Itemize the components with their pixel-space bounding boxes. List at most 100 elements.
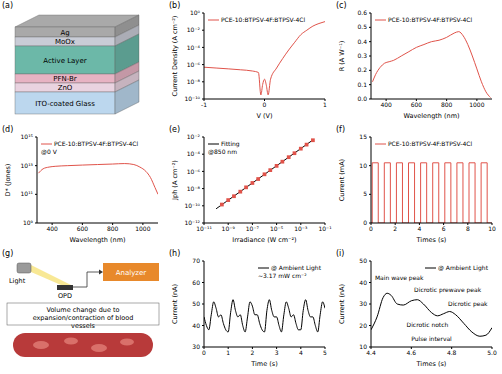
svg-text:10⁻⁸: 10⁻⁸ [187,78,201,85]
svg-text:10⁹: 10⁹ [23,219,34,226]
svg-text:Volume change due to: Volume change due to [46,306,119,314]
svg-text:vessels: vessels [71,322,95,330]
svg-text:10: 10 [488,225,496,232]
svg-text:10⁻¹¹: 10⁻¹¹ [196,225,212,232]
svg-text:10¹⁵: 10¹⁵ [21,133,34,140]
svg-text:Main wave peak: Main wave peak [375,274,424,282]
svg-text:10⁻⁴: 10⁻⁴ [187,44,201,51]
svg-text:15: 15 [359,133,367,140]
svg-text:10⁻⁴: 10⁻⁴ [187,150,201,157]
svg-text:2: 2 [393,225,397,232]
svg-text:10⁻⁹: 10⁻⁹ [222,225,236,232]
svg-text:Analyzer: Analyzer [116,269,147,277]
svg-text:50: 50 [192,300,200,307]
svg-text:10⁻⁶: 10⁻⁶ [187,168,201,175]
svg-text:5.0: 5.0 [487,349,497,356]
html-text:Current Density (A cm⁻²): Current Density (A cm⁻²) [171,15,179,97]
svg-text:0: 0 [202,349,206,356]
svg-text:4: 4 [299,349,303,356]
svg-text:1000: 1000 [135,225,150,232]
html-text:(i): (i) [336,249,345,258]
svg-text:10¹¹: 10¹¹ [21,190,34,197]
html-text:(b): (b) [169,1,181,10]
svg-text:5: 5 [363,190,367,197]
svg-text:30: 30 [192,343,200,350]
svg-text:10⁻⁵: 10⁻⁵ [270,225,284,232]
svg-text:-1: -1 [201,101,207,108]
svg-text:0.4: 0.4 [357,38,367,45]
svg-text:PFN-Br: PFN-Br [53,75,77,83]
svg-text:0: 0 [263,101,267,108]
svg-text:10⁻⁷: 10⁻⁷ [246,225,260,232]
svg-text:10: 10 [359,162,367,169]
svg-text:6: 6 [442,225,446,232]
svg-text:0.1: 0.1 [357,81,367,88]
svg-text:0: 0 [363,219,367,226]
svg-text:Pulse interval: Pulse interval [411,335,452,342]
svg-text:10⁰: 10⁰ [190,9,201,16]
svg-text:0.5: 0.5 [357,23,367,30]
svg-text:400: 400 [46,225,58,232]
svg-text:40: 40 [359,279,367,286]
svg-text:0.0: 0.0 [357,95,367,102]
svg-text:ZnO: ZnO [58,84,73,92]
svg-text:1000: 1000 [469,101,484,108]
svg-text:40: 40 [192,322,200,329]
svg-text:MoOx: MoOx [55,38,75,46]
svg-text:1: 1 [323,101,327,108]
html-text:Wavelength (nm): Wavelength (nm) [403,112,460,120]
svg-text:600: 600 [411,101,423,108]
svg-text:600: 600 [77,225,89,232]
svg-text:4.6: 4.6 [407,349,417,356]
html-text:(h): (h) [169,249,181,258]
svg-text:10⁻²: 10⁻² [187,133,201,140]
svg-text:0.6: 0.6 [357,9,367,16]
svg-text:50: 50 [359,257,367,264]
svg-text:Active Layer: Active Layer [43,57,87,65]
svg-text:1: 1 [226,349,230,356]
svg-text:5: 5 [323,349,327,356]
svg-text:Dicrotic peak: Dicrotic peak [448,300,488,308]
svg-text:10⁻¹²: 10⁻¹² [184,219,200,226]
html-text:(f): (f) [336,125,346,134]
svg-text:10¹³: 10¹³ [21,162,34,169]
svg-text:expansion/contraction of blood: expansion/contraction of blood [33,314,134,322]
svg-text:OPD: OPD [58,292,72,300]
html-text:(a): (a) [2,1,14,10]
svg-text:0: 0 [369,225,373,232]
svg-text:10⁻⁶: 10⁻⁶ [187,61,201,68]
svg-text:8: 8 [466,225,470,232]
svg-text:800: 800 [441,101,453,108]
svg-text:ITO-coated Glass: ITO-coated Glass [35,100,95,108]
svg-text:2: 2 [250,349,254,356]
svg-text:10⁻¹⁰: 10⁻¹⁰ [184,202,200,209]
svg-text:4.8: 4.8 [447,349,457,356]
svg-text:Dicrotic notch: Dicrotic notch [407,321,449,328]
svg-text:800: 800 [107,225,119,232]
html-text:R (A W⁻¹): R (A W⁻¹) [338,40,346,72]
svg-text:10⁻⁸: 10⁻⁸ [187,185,201,192]
svg-text:20: 20 [359,322,367,329]
svg-text:10⁻²: 10⁻² [187,26,201,33]
html-text:(g): (g) [2,249,14,258]
svg-text:Light: Light [9,277,26,285]
html-text:(c): (c) [336,1,347,10]
svg-text:3: 3 [275,349,279,356]
svg-text:10⁻¹: 10⁻¹ [318,225,332,232]
svg-text:60: 60 [192,279,200,286]
svg-text:10: 10 [359,343,367,350]
svg-text:30: 30 [359,300,367,307]
svg-text:0.3: 0.3 [357,52,367,59]
svg-text:Dicrotic prewave peak: Dicrotic prewave peak [414,286,482,294]
svg-text:4.4: 4.4 [366,349,376,356]
svg-text:Ag: Ag [60,29,69,37]
svg-text:70: 70 [192,257,200,264]
svg-text:10⁻¹⁰: 10⁻¹⁰ [184,95,200,102]
html-text:V (V): V (V) [256,112,273,120]
svg-text:10⁻³: 10⁻³ [294,225,308,232]
svg-text:0.2: 0.2 [357,66,367,73]
html-text:(e): (e) [169,125,181,134]
html-text:(d): (d) [2,125,14,134]
svg-text:400: 400 [380,101,392,108]
svg-text:4: 4 [417,225,421,232]
